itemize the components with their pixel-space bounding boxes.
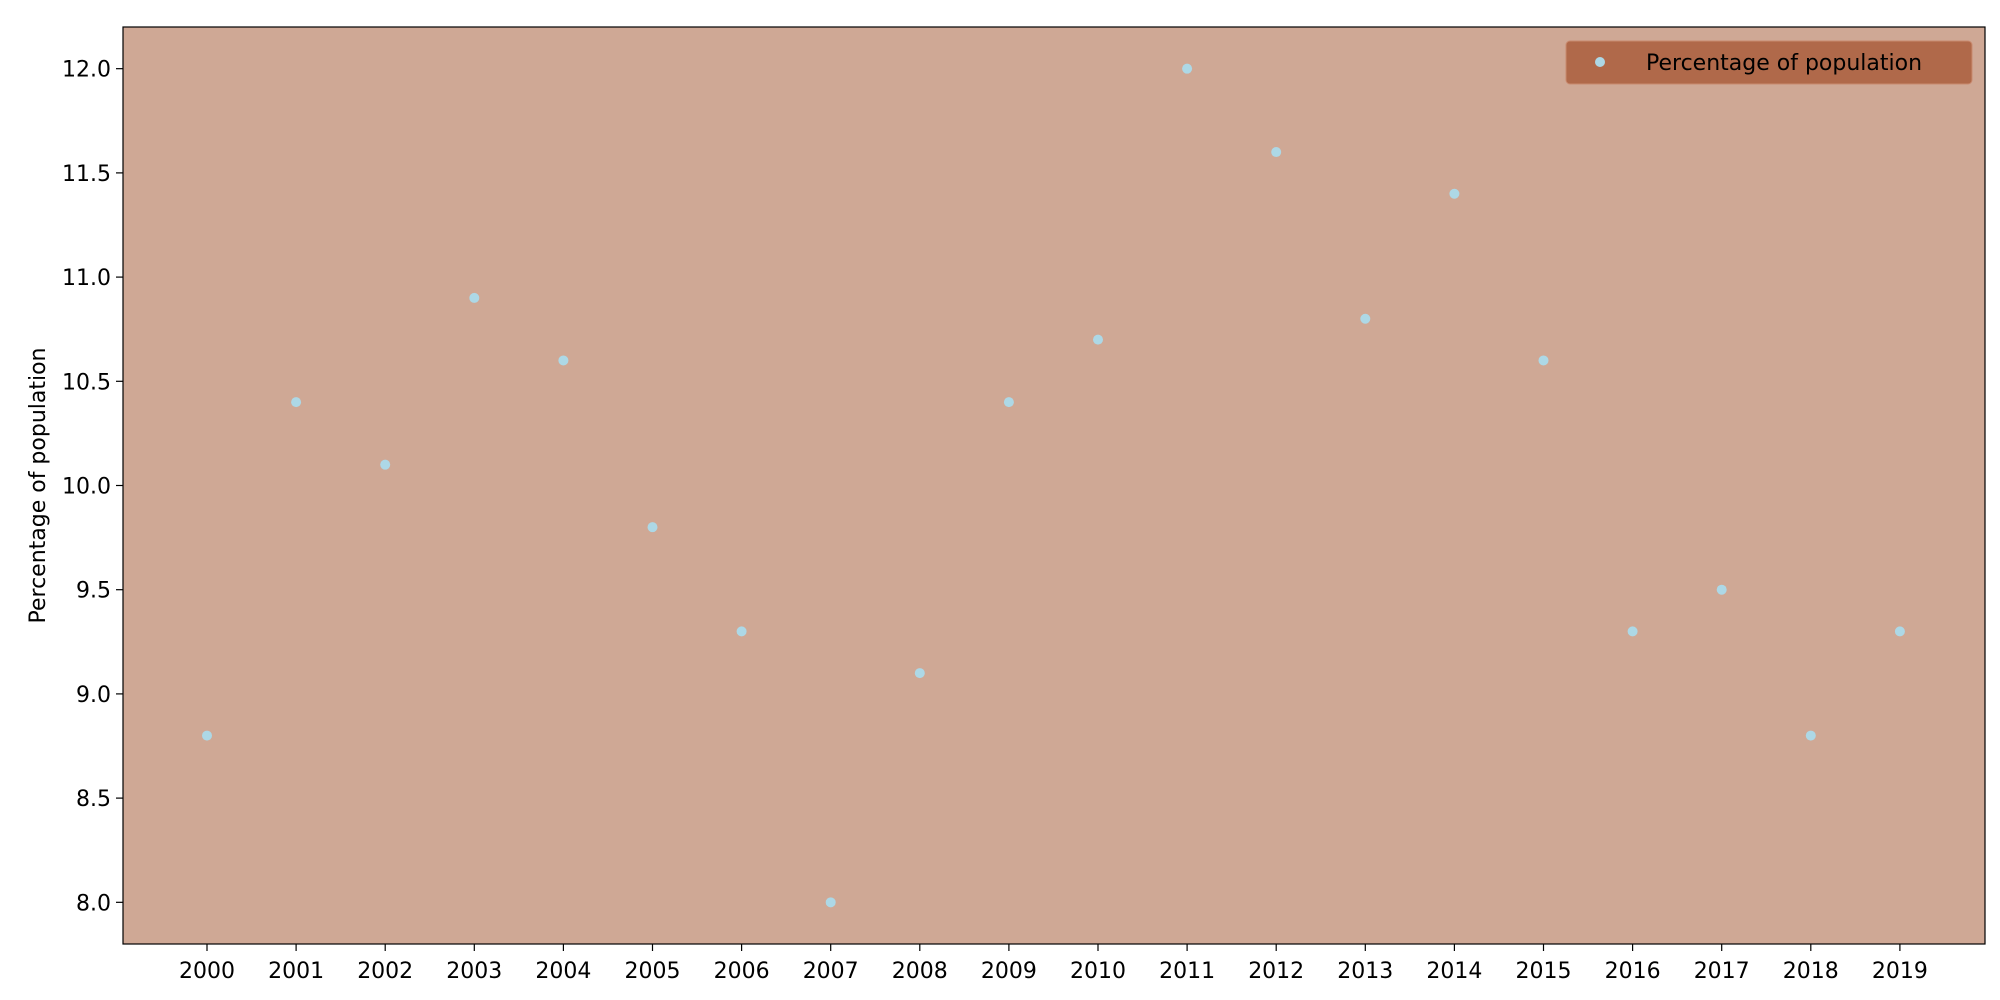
x-tick-label: 2003 bbox=[446, 959, 502, 984]
x-tick-label: 2018 bbox=[1783, 959, 1839, 984]
legend-label: Percentage of population bbox=[1646, 51, 1922, 76]
y-tick-label: 11.5 bbox=[62, 162, 111, 187]
data-point bbox=[469, 292, 480, 303]
legend: Percentage of population bbox=[1565, 40, 1973, 85]
y-tick-label: 8.5 bbox=[76, 787, 111, 812]
x-tick-label: 2015 bbox=[1516, 959, 1572, 984]
x-tick-label: 2004 bbox=[535, 959, 591, 984]
data-point bbox=[1003, 397, 1014, 408]
x-tick-label: 2002 bbox=[357, 959, 413, 984]
y-tick-label: 9.5 bbox=[76, 579, 111, 604]
x-tick-label: 2016 bbox=[1605, 959, 1661, 984]
y-tick-label: 8.0 bbox=[76, 891, 111, 916]
data-point bbox=[380, 459, 391, 470]
x-tick-label: 2012 bbox=[1248, 959, 1304, 984]
plot-background bbox=[123, 27, 1985, 944]
data-point bbox=[1360, 313, 1371, 324]
y-tick-label: 10.0 bbox=[62, 475, 111, 500]
data-point bbox=[1716, 584, 1727, 595]
data-point bbox=[1182, 63, 1193, 74]
x-tick-label: 2017 bbox=[1694, 959, 1750, 984]
x-tick-label: 2011 bbox=[1159, 959, 1215, 984]
x-tick-label: 2019 bbox=[1872, 959, 1928, 984]
data-point bbox=[202, 730, 212, 741]
data-point bbox=[1627, 626, 1638, 637]
x-tick-label: 2006 bbox=[714, 959, 770, 984]
x-axis-ticks: 2000 2001 2002 2003 2004 2005 2006 2007 2008 2009… bbox=[179, 944, 1928, 984]
data-points bbox=[202, 63, 1905, 908]
data-point bbox=[1805, 730, 1816, 741]
data-point bbox=[647, 522, 658, 533]
x-tick-label: 2001 bbox=[268, 959, 324, 984]
x-tick-label: 2000 bbox=[179, 959, 235, 984]
y-axis-ticks: 8.0 8.5 9.0 9.5 10.0 10.5 11.0 11.5 12.0 bbox=[62, 58, 123, 916]
legend-box bbox=[1565, 40, 1973, 85]
data-point bbox=[825, 897, 836, 908]
y-tick-label: 11.0 bbox=[62, 266, 111, 291]
data-point bbox=[1894, 626, 1905, 637]
data-point bbox=[1093, 334, 1103, 345]
x-tick-label: 2005 bbox=[625, 959, 681, 984]
y-tick-label: 9.0 bbox=[76, 683, 111, 708]
x-tick-label: 2010 bbox=[1070, 959, 1126, 984]
y-tick-label: 12.0 bbox=[62, 58, 111, 83]
x-tick-label: 2008 bbox=[892, 959, 948, 984]
x-tick-label: 2009 bbox=[981, 959, 1037, 984]
plot-frame bbox=[122, 26, 1986, 945]
x-tick-label: 2014 bbox=[1426, 959, 1482, 984]
legend-marker bbox=[1595, 57, 1605, 67]
y-axis-label: Percentage of population bbox=[26, 347, 51, 623]
data-point bbox=[558, 355, 569, 366]
data-point bbox=[1449, 188, 1460, 199]
x-tick-label: 2013 bbox=[1337, 959, 1393, 984]
x-tick-label: 2007 bbox=[803, 959, 859, 984]
y-tick-label: 10.5 bbox=[62, 370, 111, 395]
data-point bbox=[736, 626, 747, 637]
data-point bbox=[1271, 147, 1282, 158]
data-point bbox=[1538, 355, 1549, 366]
data-point bbox=[914, 668, 925, 679]
data-point bbox=[291, 397, 302, 408]
